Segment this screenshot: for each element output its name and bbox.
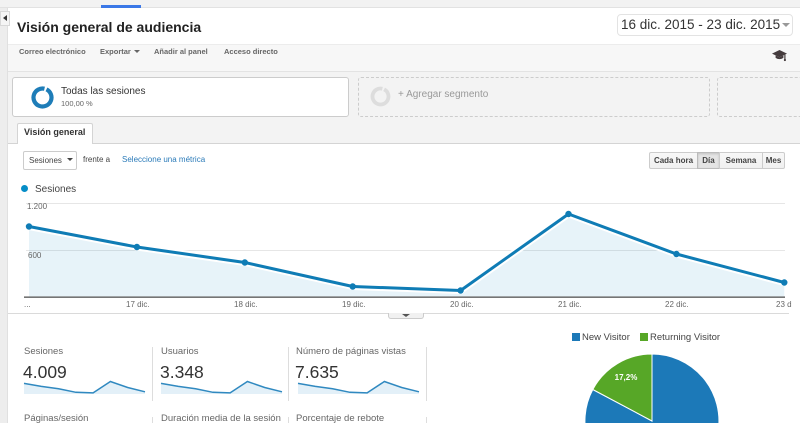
svg-text:17,2%: 17,2%	[615, 373, 638, 382]
